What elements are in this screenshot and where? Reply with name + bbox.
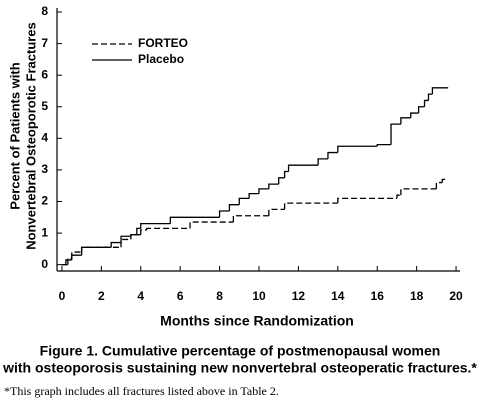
line-step	[427, 93, 433, 101]
line-step	[268, 183, 279, 189]
y-tick-label: 2	[41, 194, 48, 208]
y-tick-label: 3	[41, 162, 48, 176]
x-tick-label: 18	[410, 289, 424, 303]
y-tick-label: 1	[41, 225, 48, 239]
line-step	[283, 170, 289, 178]
x-tick-label: 8	[216, 289, 223, 303]
x-tick-label: 12	[292, 289, 306, 303]
line-step	[80, 246, 122, 253]
line-step	[337, 145, 378, 153]
y-tick-label: 4	[41, 131, 48, 145]
line-step	[67, 257, 72, 265]
line-step	[238, 197, 250, 205]
line-step	[189, 221, 234, 229]
line-step	[80, 246, 112, 256]
y-tick-label: 0	[41, 257, 48, 271]
line-step	[120, 238, 131, 248]
line-step	[400, 188, 437, 196]
line-step	[169, 216, 220, 224]
line-step	[317, 158, 328, 166]
line-step	[130, 234, 137, 237]
x-tick-label: 16	[371, 289, 385, 303]
line-step	[417, 106, 425, 114]
line-step	[140, 229, 147, 235]
caption: Figure 1. Cumulative percentage of postm…	[40, 343, 441, 359]
footnote: *This graph includes all fractures liste…	[4, 384, 279, 398]
line-step	[337, 197, 397, 204]
line-step	[327, 151, 338, 159]
x-axis-label: Months since Randomization	[160, 313, 354, 329]
line-step	[110, 241, 122, 248]
x-tick-label: 0	[59, 289, 66, 303]
x-tick-label: 4	[137, 289, 144, 303]
y-tick-label: 8	[41, 4, 48, 18]
x-tick-label: 2	[98, 289, 105, 303]
line-step	[410, 112, 419, 118]
line-step	[120, 235, 131, 243]
line-step	[400, 117, 411, 125]
line-step	[258, 188, 269, 194]
line-step	[423, 99, 429, 107]
y-tick-label: 6	[41, 67, 48, 81]
line-step	[396, 194, 401, 199]
line-step	[140, 222, 171, 229]
line-step	[268, 208, 285, 216]
caption: with osteoporosis sustaining new nonvert…	[2, 360, 477, 376]
line-step	[435, 181, 443, 189]
line-step	[146, 227, 191, 230]
legend-label: Placebo	[138, 52, 184, 66]
line-step	[65, 259, 72, 265]
y-tick-label: 5	[41, 99, 48, 113]
y-axis-label: Nonvertebral Osteoporotic Fractures	[23, 22, 38, 250]
line-step	[278, 177, 285, 185]
line-step	[130, 234, 141, 240]
y-axis-label: Percent of Patients with	[7, 62, 22, 209]
line-step	[431, 87, 449, 95]
line-step	[248, 192, 259, 199]
x-tick-label: 6	[177, 289, 184, 303]
line-step	[441, 178, 449, 183]
x-tick-label: 14	[331, 289, 345, 303]
x-tick-label: 10	[252, 289, 266, 303]
line-step	[283, 202, 338, 210]
line-step	[390, 123, 401, 145]
line-step	[218, 210, 230, 218]
line-step	[232, 215, 269, 223]
legend-label: FORTEO	[138, 36, 188, 50]
line-step	[287, 164, 319, 172]
x-tick-label: 20	[449, 289, 463, 303]
line-step	[228, 204, 240, 211]
y-tick-label: 7	[41, 36, 48, 50]
line-step	[136, 227, 141, 235]
line-step	[71, 254, 82, 260]
line-step	[376, 144, 392, 147]
